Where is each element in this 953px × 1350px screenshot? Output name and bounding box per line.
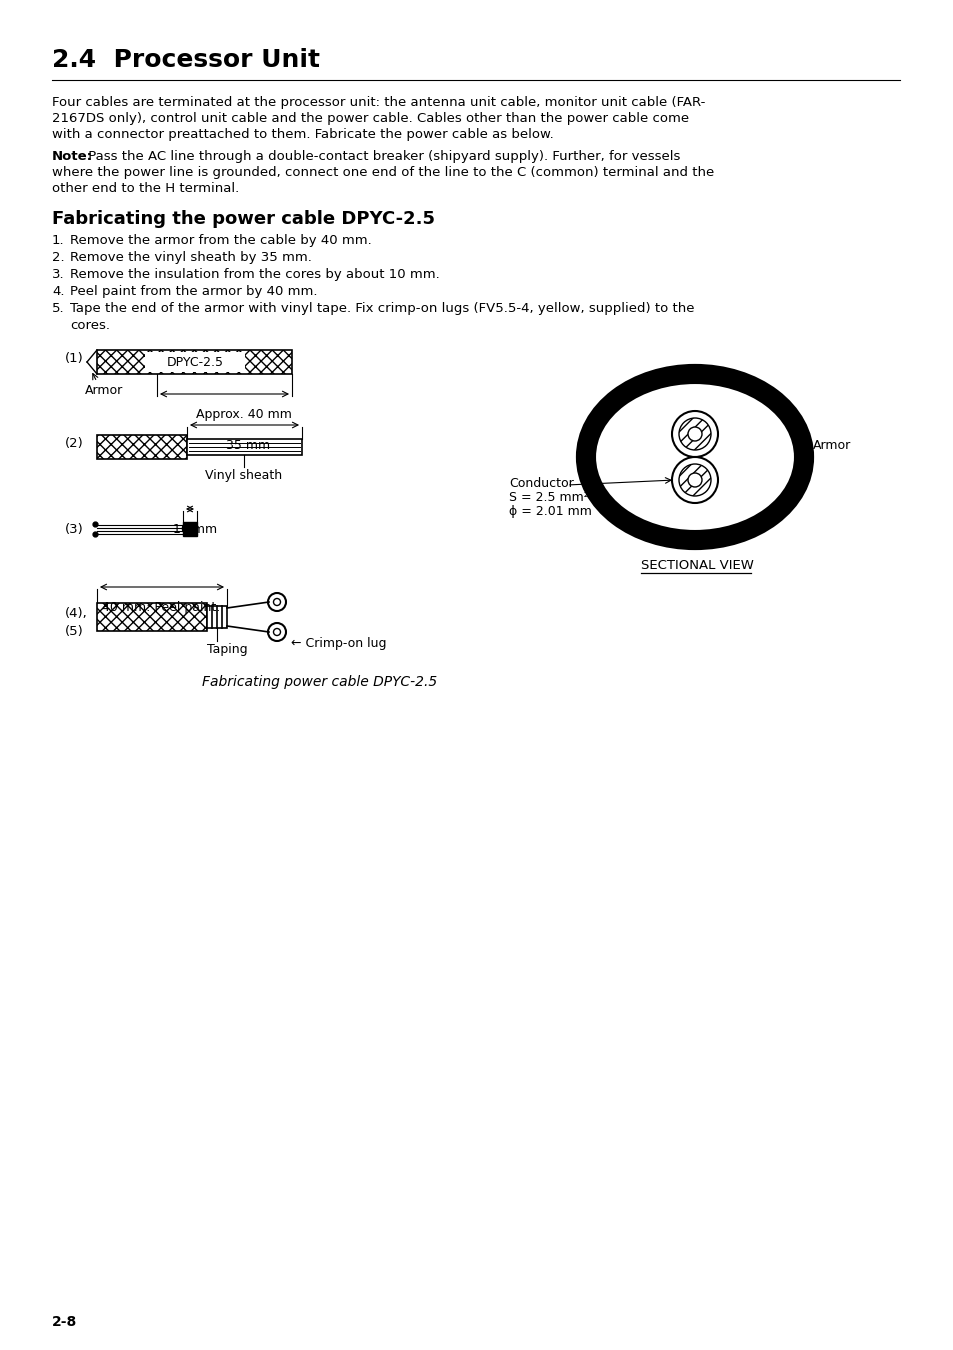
Text: cores.: cores. [70, 319, 110, 332]
Text: (1): (1) [65, 352, 84, 365]
Text: Taping: Taping [207, 643, 248, 656]
Text: 10 mm: 10 mm [172, 522, 217, 536]
Bar [97, 435, 187, 459]
Text: Vinyl sheath: Vinyl sheath [205, 468, 282, 482]
Text: Fabricating the power cable DPYC-2.5: Fabricating the power cable DPYC-2.5 [52, 211, 435, 228]
Bar [187, 439, 302, 455]
Text: Tape the end of the armor with vinyl tape. Fix crimp-on lugs (FV5.5-4, yellow, s: Tape the end of the armor with vinyl tap… [70, 302, 694, 315]
Text: Note:: Note: [52, 150, 92, 163]
Text: 2167DS only), control unit cable and the power cable. Cables other than the powe: 2167DS only), control unit cable and the… [52, 112, 688, 126]
Circle shape [687, 427, 701, 441]
Text: other end to the H terminal.: other end to the H terminal. [52, 182, 239, 194]
Circle shape [687, 472, 701, 487]
Text: (4),: (4), [65, 608, 88, 620]
Bar [207, 606, 227, 628]
Text: Remove the vinyl sheath by 35 mm.: Remove the vinyl sheath by 35 mm. [70, 251, 312, 265]
Text: ← Crimp-on lug: ← Crimp-on lug [291, 637, 386, 649]
Text: ϕ = 2.01 mm: ϕ = 2.01 mm [509, 505, 591, 518]
Bar [97, 603, 207, 630]
Text: Armor: Armor [85, 383, 123, 397]
Text: 35 mm: 35 mm [226, 439, 271, 452]
Text: Approx. 40 mm: Approx. 40 mm [196, 408, 292, 421]
Text: Peel paint from the armor by 40 mm.: Peel paint from the armor by 40 mm. [70, 285, 317, 298]
Text: S = 2.5 mm²: S = 2.5 mm² [509, 491, 588, 504]
Text: Pass the AC line through a double-contact breaker (shipyard supply). Further, fo: Pass the AC line through a double-contac… [84, 150, 679, 163]
Text: Conductor: Conductor [509, 477, 573, 490]
Text: where the power line is grounded, connect one end of the line to the C (common) : where the power line is grounded, connec… [52, 166, 714, 180]
Text: 2.4  Processor Unit: 2.4 Processor Unit [52, 49, 319, 72]
Text: 5.: 5. [52, 302, 65, 315]
Text: (2): (2) [65, 437, 84, 450]
Text: 40 mm: Peel paint.: 40 mm: Peel paint. [102, 601, 220, 614]
Text: 3.: 3. [52, 269, 65, 281]
Text: Remove the armor from the cable by 40 mm.: Remove the armor from the cable by 40 mm… [70, 234, 372, 247]
Ellipse shape [586, 375, 802, 539]
Text: Armor: Armor [812, 439, 850, 452]
Text: 2-8: 2-8 [52, 1315, 77, 1328]
Circle shape [671, 458, 718, 504]
Text: 4.: 4. [52, 285, 65, 298]
Text: DPYC-2.5: DPYC-2.5 [167, 355, 223, 369]
Text: Fabricating power cable DPYC-2.5: Fabricating power cable DPYC-2.5 [202, 675, 437, 688]
Circle shape [671, 410, 718, 458]
Bar [97, 350, 292, 374]
Text: Four cables are terminated at the processor unit: the antenna unit cable, monito: Four cables are terminated at the proces… [52, 96, 704, 109]
Ellipse shape [595, 383, 794, 531]
Bar [183, 522, 196, 536]
Text: SECTIONAL VIEW: SECTIONAL VIEW [640, 559, 753, 572]
Text: 2.: 2. [52, 251, 65, 265]
Circle shape [679, 418, 710, 450]
Text: (5): (5) [65, 625, 84, 639]
Circle shape [679, 464, 710, 495]
Bar [145, 352, 245, 373]
Text: Remove the insulation from the cores by about 10 mm.: Remove the insulation from the cores by … [70, 269, 439, 281]
Text: (3): (3) [65, 522, 84, 536]
Text: with a connector preattached to them. Fabricate the power cable as below.: with a connector preattached to them. Fa… [52, 128, 553, 140]
Text: 1.: 1. [52, 234, 65, 247]
